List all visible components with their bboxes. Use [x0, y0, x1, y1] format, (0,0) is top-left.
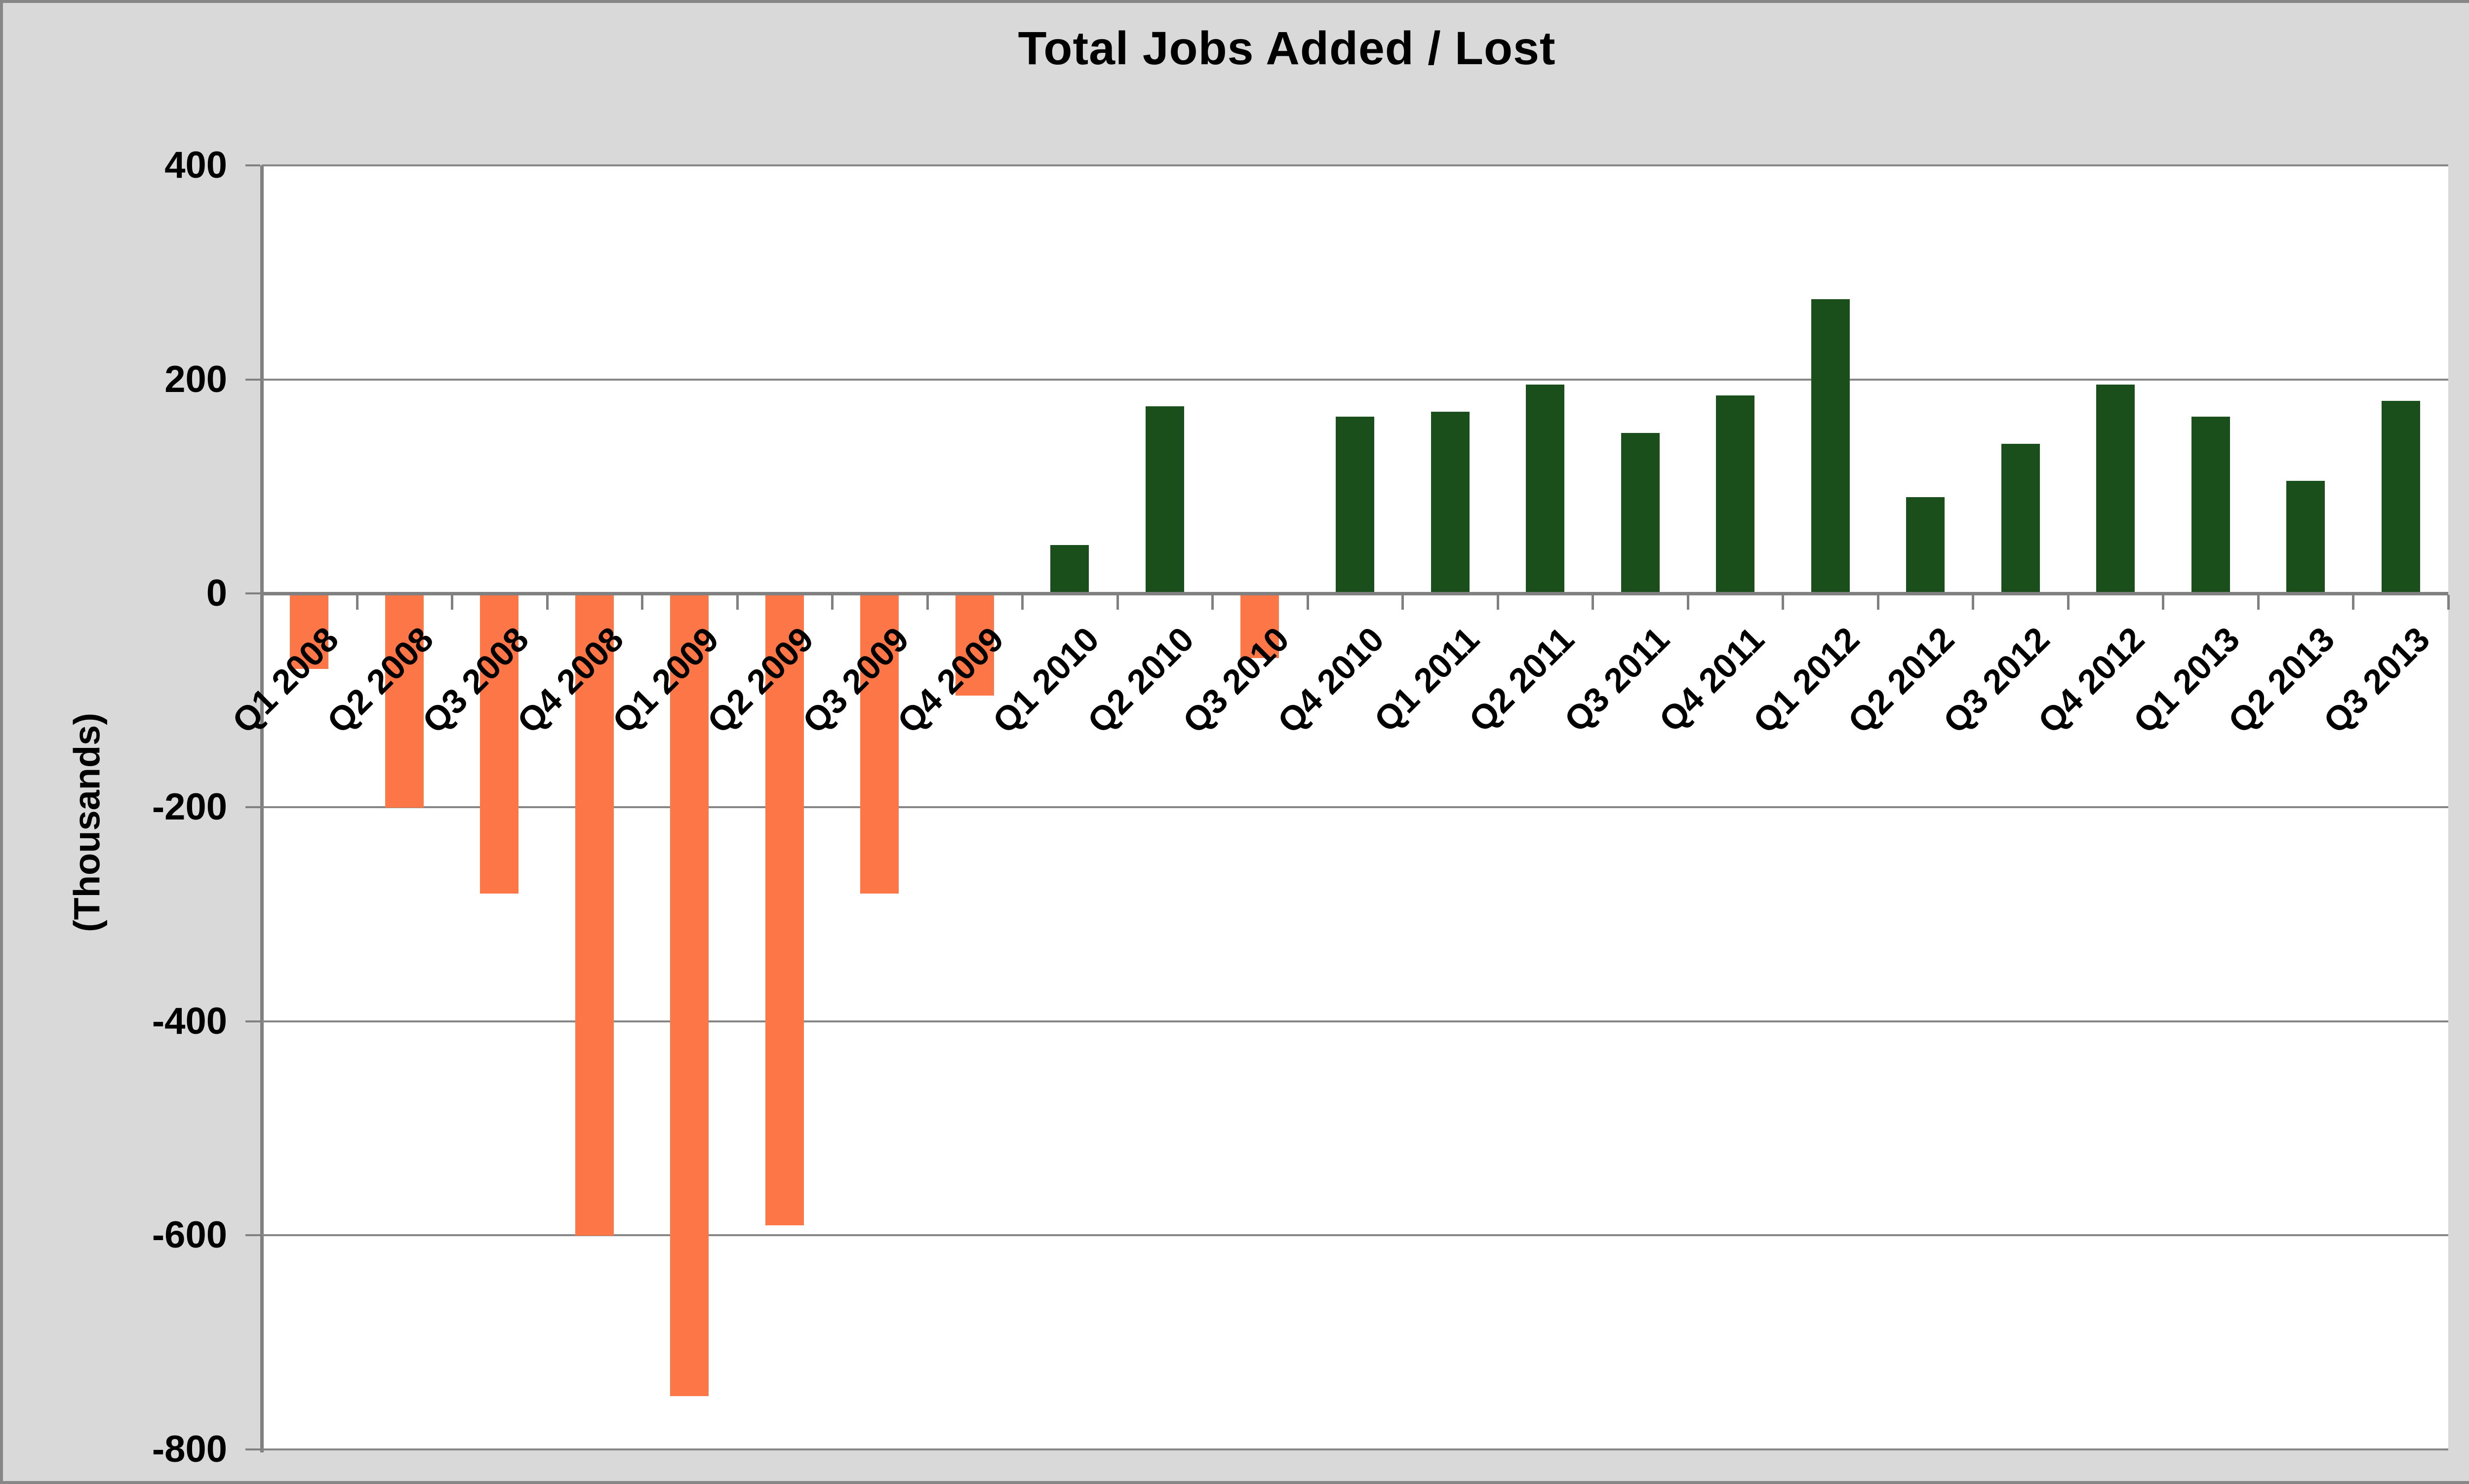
gridline--400: [262, 1020, 2448, 1022]
x-axis-tick-18: [1972, 595, 1974, 610]
bar-q2-2010: [1146, 406, 1184, 592]
x-axis-tick-11: [1307, 595, 1309, 610]
x-axis-tick-13: [1497, 595, 1499, 610]
bar-q4-2012: [2096, 385, 2135, 592]
y-axis-tick--600: [245, 1234, 260, 1236]
bar-q3-2010: [1240, 595, 1279, 658]
bar-q1-2013: [2191, 417, 2230, 592]
x-axis-tick-3: [546, 595, 549, 610]
x-axis-tick-15: [1687, 595, 1689, 610]
x-axis-tick-0: [261, 595, 263, 610]
bar-q4-2008: [575, 595, 614, 1236]
x-axis-tick-16: [1782, 595, 1784, 610]
x-axis-tick-5: [736, 595, 739, 610]
x-axis-tick-1: [356, 595, 358, 610]
y-tick-label-0: 0: [206, 572, 227, 614]
x-axis-tick-20: [2162, 595, 2164, 610]
x-axis-tick-4: [641, 595, 643, 610]
x-axis-tick-23: [2447, 595, 2450, 610]
bar-q2-2008: [385, 595, 424, 808]
bar-q1-2009: [670, 595, 709, 1396]
bar-q2-2009: [765, 595, 804, 1225]
bar-q1-2010: [1050, 545, 1089, 592]
bar-q4-2010: [1336, 417, 1374, 592]
y-tick-label--400: -400: [152, 1000, 227, 1042]
y-axis-tick-0: [245, 592, 260, 594]
bar-q2-2013: [2286, 481, 2325, 592]
y-tick-label--800: -800: [152, 1428, 227, 1470]
bar-q4-2009: [956, 595, 994, 696]
x-axis-tick-22: [2352, 595, 2354, 610]
bar-q3-2013: [2382, 401, 2420, 592]
y-axis-tick--800: [245, 1448, 260, 1450]
x-axis-tick-19: [2067, 595, 2070, 610]
gridline--800: [262, 1448, 2448, 1450]
y-tick-label--200: -200: [152, 786, 227, 828]
bar-q3-2008: [480, 595, 518, 894]
y-tick-label-200: 200: [164, 358, 227, 400]
gridline-400: [262, 164, 2448, 166]
bar-q2-2011: [1526, 385, 1564, 592]
y-axis-tick--400: [245, 1020, 260, 1022]
y-tick-label--600: -600: [152, 1214, 227, 1256]
bar-q3-2009: [860, 595, 899, 894]
y-tick-label-400: 400: [164, 144, 227, 186]
x-axis-tick-9: [1116, 595, 1119, 610]
y-axis-line: [260, 165, 264, 1452]
x-axis-tick-7: [926, 595, 929, 610]
gridline--200: [262, 806, 2448, 808]
bar-q3-2011: [1621, 433, 1660, 592]
y-axis-tick-200: [245, 379, 260, 381]
gridline-0: [262, 592, 2448, 595]
bar-q1-2008: [290, 595, 328, 669]
x-axis-tick-2: [451, 595, 453, 610]
bar-q1-2012: [1811, 299, 1850, 592]
chart-title: Total Jobs Added / Lost: [1018, 22, 1556, 75]
bar-q1-2011: [1431, 412, 1470, 592]
x-axis-tick-10: [1211, 595, 1214, 610]
y-axis-tick--200: [245, 806, 260, 808]
x-axis-tick-14: [1592, 595, 1594, 610]
gridline-200: [262, 379, 2448, 381]
x-axis-tick-6: [831, 595, 834, 610]
x-axis-tick-21: [2257, 595, 2260, 610]
x-axis-tick-8: [1021, 595, 1024, 610]
x-axis-tick-17: [1877, 595, 1879, 610]
y-axis-tick-400: [245, 164, 260, 166]
bar-q4-2011: [1716, 395, 1754, 592]
x-axis-tick-12: [1401, 595, 1404, 610]
gridline--600: [262, 1234, 2448, 1236]
bar-q2-2012: [1906, 497, 1945, 592]
bar-q3-2012: [2001, 444, 2040, 592]
